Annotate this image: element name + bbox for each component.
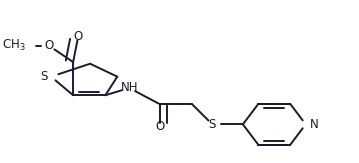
Text: CH$_3$: CH$_3$	[2, 38, 25, 53]
Text: O: O	[74, 30, 83, 43]
Text: S: S	[209, 118, 216, 131]
Text: O: O	[155, 120, 164, 133]
Text: S: S	[40, 70, 47, 83]
Text: O: O	[45, 39, 54, 52]
Text: N: N	[310, 118, 318, 131]
Text: NH: NH	[120, 82, 138, 95]
